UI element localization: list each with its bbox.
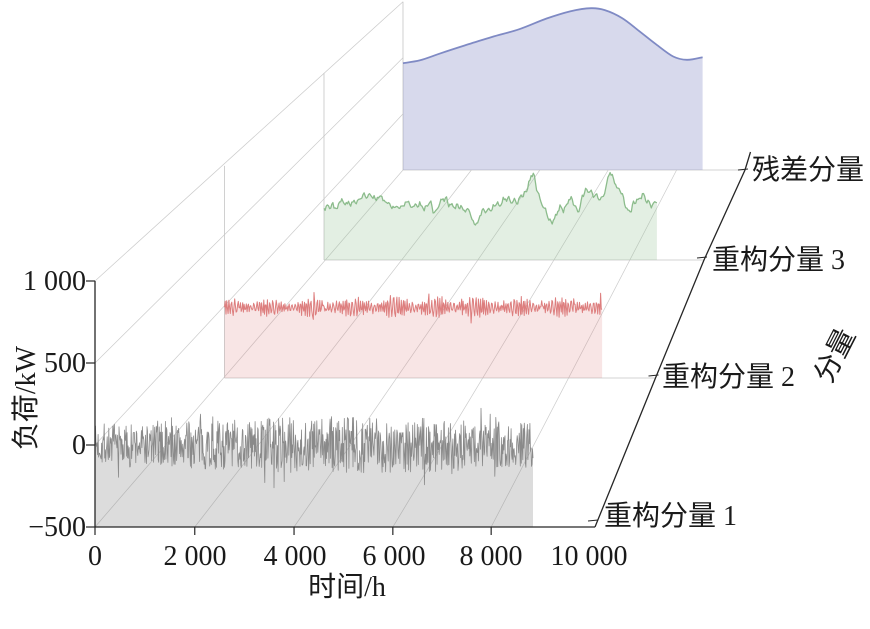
depth-axis-tick (696, 256, 708, 259)
series-area-3 (403, 8, 703, 170)
series-line-3 (402, 7, 703, 65)
series-line-2 (323, 171, 658, 226)
floor-gridline (94, 169, 404, 528)
y-axis-title: 负荷/kW (11, 345, 42, 451)
y-tick-label-neg500: −500 (28, 512, 86, 543)
depth-tick-label-component-2: 重构分量 2 (662, 362, 796, 393)
depth-axis-tick (648, 374, 659, 377)
y-tick-label-1000: 1 000 (23, 266, 86, 297)
x-tick-label-2000: 2 000 (163, 541, 227, 572)
wall-gridline (94, 1, 404, 282)
wall-gridline (94, 57, 404, 364)
x-tick-label-6000: 6 000 (362, 541, 426, 572)
depth-tick-label-component-1: 重构分量 1 (604, 501, 738, 532)
floor-gridline (490, 169, 677, 528)
x-tick-label-0: 0 (88, 541, 102, 572)
x-tick-label-4000: 4 000 (263, 541, 327, 572)
floor-gridline (293, 169, 541, 528)
x-axis-title: 时间/h (308, 572, 386, 603)
series-area-1 (224, 292, 603, 378)
depth-tick-label-component-3: 重构分量 3 (712, 245, 846, 276)
series-line-0 (94, 407, 534, 489)
series-area-2 (324, 172, 657, 260)
x-tick-label-10000: 10 000 (550, 541, 628, 572)
floor-gridline (392, 169, 609, 528)
depth-axis-tick (737, 168, 749, 171)
y-tick-label-0: 0 (72, 430, 86, 461)
series-line-1 (224, 292, 603, 324)
depth-axis-tick (587, 519, 599, 522)
x-tick-label-8000: 8 000 (459, 541, 523, 572)
depth-tick-label-residual: 残差分量 (752, 155, 865, 186)
y-tick-label-500: 500 (44, 348, 86, 379)
wall-gridline (94, 113, 404, 446)
depth-axis-spine (594, 151, 752, 528)
floor-gridline (194, 169, 472, 528)
